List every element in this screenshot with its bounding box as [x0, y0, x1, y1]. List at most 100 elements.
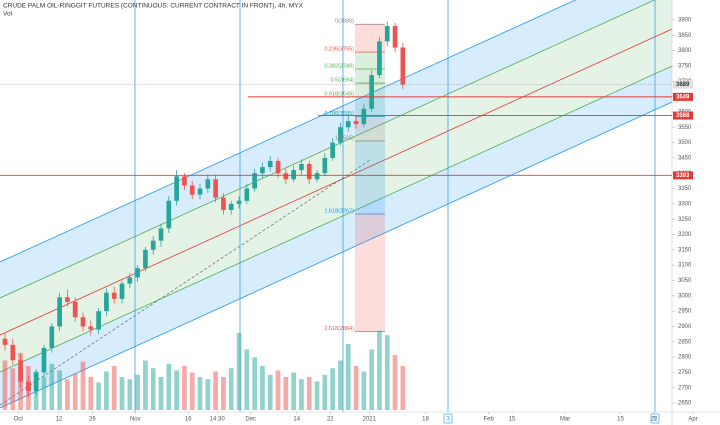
candle-body — [353, 121, 359, 125]
y-tick-label: 3000 — [678, 293, 692, 299]
candle-body — [111, 292, 117, 299]
volume-bar — [392, 355, 398, 410]
x-tick-label: Nov — [130, 417, 141, 423]
y-tick-label: 3350 — [678, 186, 692, 192]
x-tick-label: 14:30 — [210, 417, 226, 423]
x-tick-label: 22 — [651, 417, 658, 423]
y-tick-label: 2650 — [678, 401, 692, 407]
fib-label: 0(3886) — [335, 19, 354, 25]
candle-body — [377, 41, 382, 76]
time-marker: 5 — [653, 417, 657, 423]
candle-body — [143, 249, 148, 269]
candle-body — [96, 311, 101, 330]
candle-body — [260, 167, 265, 174]
candle-body — [322, 157, 328, 174]
candle-body — [244, 188, 250, 201]
volume-bar — [260, 366, 265, 410]
volume-bar — [127, 379, 133, 410]
channel — [0, 0, 672, 412]
candle-body — [41, 347, 47, 373]
candle-body — [275, 160, 281, 174]
candle-body — [2, 338, 8, 345]
candle-body — [135, 268, 140, 278]
volume-bar — [197, 377, 203, 410]
candle-body — [80, 317, 86, 327]
volume-bar — [119, 377, 125, 410]
volume-bar — [384, 335, 390, 410]
fib-band — [355, 116, 385, 142]
x-tick-label: 2021 — [363, 417, 377, 423]
volume-bar — [2, 360, 8, 410]
candle-body — [166, 200, 172, 229]
volume-bar — [338, 360, 343, 410]
volume-bar — [291, 372, 296, 410]
volume-bar — [41, 377, 47, 410]
y-tick-label: 3050 — [678, 278, 692, 284]
volume-bar — [322, 374, 328, 410]
volume-bar — [221, 377, 226, 410]
candle-body — [150, 240, 156, 250]
y-tick-label: 2750 — [678, 370, 692, 376]
y-tick-label: 3150 — [678, 247, 692, 253]
volume-bar — [252, 357, 257, 410]
fib-band — [355, 213, 385, 332]
candle-body — [392, 26, 398, 48]
y-tick-label: 3750 — [678, 63, 692, 69]
candle-body — [189, 185, 195, 195]
candle-body — [205, 179, 211, 189]
x-tick-label: 15 — [617, 417, 624, 423]
volume-bar — [205, 379, 211, 410]
candle-body — [299, 164, 304, 171]
candle-body — [26, 381, 31, 391]
volume-bar — [299, 379, 304, 410]
volume-bar — [88, 377, 94, 410]
x-tick-label: 22 — [327, 417, 334, 423]
candle-body — [345, 121, 351, 128]
channel-band — [0, 0, 672, 372]
candle-body — [267, 160, 273, 168]
trend-line — [0, 159, 371, 406]
candle-body — [18, 360, 23, 382]
volume-bar — [189, 372, 195, 410]
volume-bar — [228, 368, 234, 410]
candle-body — [49, 326, 55, 348]
volume-bar — [244, 349, 250, 410]
volume-bar — [236, 333, 242, 410]
channel-line — [0, 0, 577, 263]
candle-body — [88, 326, 94, 330]
volume-label: Vol — [3, 11, 13, 18]
candle-body — [158, 228, 164, 241]
x-tick-label: Oct — [14, 417, 24, 423]
price-tag — [673, 92, 693, 101]
volume-bar — [361, 371, 367, 410]
fib-band — [355, 141, 385, 214]
candle-body — [236, 200, 242, 204]
volume-bar — [10, 368, 16, 410]
y-tick-label: 3900 — [678, 18, 692, 24]
candle-body — [197, 188, 203, 195]
y-tick-label: 3850 — [678, 33, 692, 39]
volume-bar — [306, 377, 312, 410]
price-tag — [673, 80, 693, 89]
volume-bar — [275, 370, 281, 410]
volume-bar — [314, 381, 320, 410]
y-tick-label: 2850 — [678, 339, 692, 345]
price-tag-label: 3588 — [676, 113, 690, 119]
candle-body — [33, 372, 39, 391]
price-tag-label: 3649 — [676, 94, 690, 100]
marker-box — [650, 413, 660, 424]
y-tick-label: 2950 — [678, 309, 692, 315]
x-tick-label: Apr — [688, 417, 697, 423]
channel-line — [0, 28, 672, 336]
volume-bar — [111, 366, 117, 410]
x-tick-label: 16 — [185, 417, 192, 423]
candle-body — [369, 75, 374, 109]
x-tick-label: 15 — [509, 417, 516, 423]
y-tick-label: 3500 — [678, 140, 692, 146]
volume-bar — [369, 349, 374, 410]
candle-body — [228, 203, 234, 210]
price-tag-label: 3393 — [676, 173, 690, 179]
candle-body — [361, 108, 367, 125]
price-tag — [673, 171, 693, 180]
candle-body — [104, 292, 109, 312]
